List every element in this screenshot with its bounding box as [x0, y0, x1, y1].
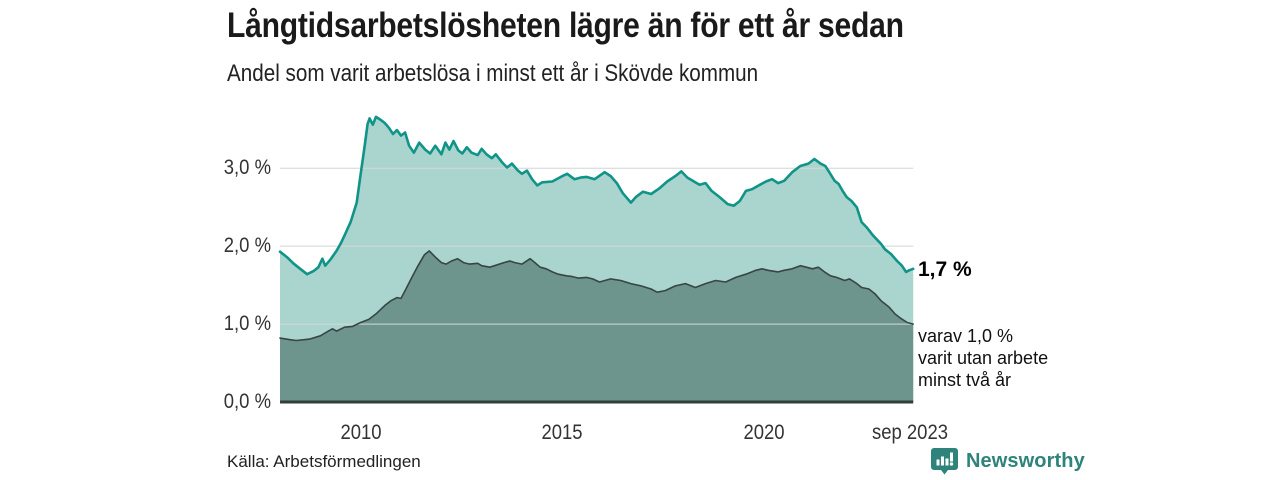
newsworthy-logo-icon	[931, 448, 958, 475]
x-tick-label-2010: 2010	[340, 421, 382, 444]
end-value-label: 1,7 %	[918, 258, 972, 281]
x-tick-label-2020: 2020	[743, 421, 785, 444]
logo-exclamation-bar	[950, 452, 953, 462]
series-line	[279, 250, 914, 342]
y-tick-label-1: 1,0 %	[223, 312, 271, 336]
newsworthy-brand-text: Newsworthy	[966, 449, 1085, 472]
y-tick-label-2: 2,0 %	[223, 234, 271, 258]
x-tick-label-2015: 2015	[541, 421, 583, 444]
newsworthy-logo: Newsworthy	[931, 447, 1085, 475]
logo-bubble-shape	[931, 448, 958, 475]
series-line	[278, 115, 915, 276]
chart-title-text: Långtidsarbetslösheten lägre än för ett …	[227, 6, 904, 45]
source-label: Källa: Arbetsförmedlingen	[227, 452, 421, 471]
logo-bar-1	[936, 459, 940, 466]
chart-subtitle: Andel som varit arbetslösa i minst ett å…	[227, 60, 845, 88]
area-fill	[280, 250, 914, 402]
logo-bar-3	[945, 458, 949, 466]
chart-title: Långtidsarbetslösheten lägre än för ett …	[227, 6, 1014, 46]
end-sub-label: varav 1,0 % varit utan arbete minst två …	[918, 325, 1048, 391]
y-tick-label-0: 0,0 %	[223, 390, 271, 413]
chart-subtitle-text: Andel som varit arbetslösa i minst ett å…	[227, 60, 759, 87]
logo-bar-2	[941, 456, 944, 466]
logo-exclamation-dot	[949, 462, 954, 466]
end-sub-label-line-1: varav 1,0 %	[918, 326, 1014, 346]
end-sub-label-line-3: minst två år	[918, 370, 1012, 390]
end-sub-label-line-2: varit utan arbete	[918, 348, 1049, 368]
y-tick-label-3: 3,0 %	[223, 156, 271, 180]
x-tick-label-sep-2023: sep 2023	[871, 421, 949, 444]
